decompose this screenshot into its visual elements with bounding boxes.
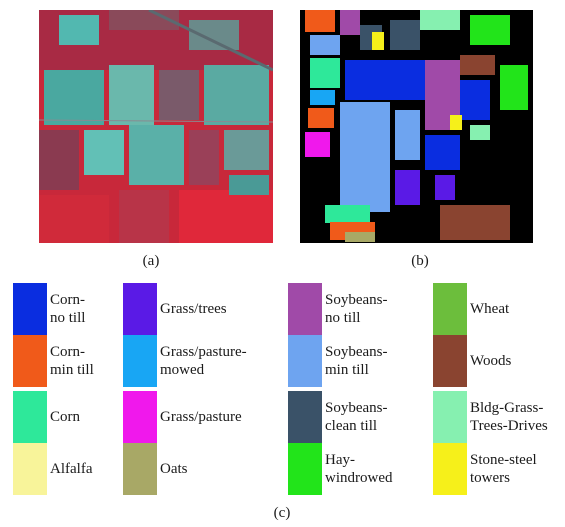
- legend-swatch: [13, 391, 47, 443]
- caption-b: (b): [411, 253, 429, 269]
- legend-swatch: [288, 391, 322, 443]
- legend-swatch: [123, 443, 157, 495]
- legend-swatch: [288, 283, 322, 335]
- legend-label: Corn- min till: [50, 344, 94, 378]
- legend-label: Wheat: [470, 301, 510, 317]
- legend-label: Oats: [160, 461, 188, 477]
- caption-a: (a): [142, 253, 160, 269]
- legend-swatch: [123, 335, 157, 387]
- legend-label: Corn: [50, 409, 80, 425]
- legend-label: Soybeans- no till: [325, 292, 388, 326]
- legend-swatch: [123, 283, 157, 335]
- legend-label: Soybeans- min till: [325, 344, 388, 378]
- legend-label: Stone-steel towers: [470, 452, 537, 486]
- caption-c: (c): [273, 505, 291, 521]
- legend-swatch: [433, 443, 467, 495]
- ground-truth-map: [300, 10, 533, 243]
- legend-swatch: [433, 391, 467, 443]
- legend-label: Bldg-Grass- Trees-Drives: [470, 400, 548, 434]
- legend-label: Soybeans- clean till: [325, 400, 388, 434]
- legend-label: Grass/trees: [160, 301, 227, 317]
- legend-swatch: [433, 335, 467, 387]
- legend-label: Woods: [470, 353, 512, 369]
- legend-swatch: [288, 335, 322, 387]
- legend-swatch: [13, 335, 47, 387]
- legend-swatch: [288, 443, 322, 495]
- legend-swatch: [13, 443, 47, 495]
- legend-label: Hay- windrowed: [325, 452, 393, 486]
- legend-swatch: [13, 283, 47, 335]
- class-legend: Corn- no till Corn- min till Corn Alfalfa Gr…: [13, 283, 558, 503]
- legend-swatch: [123, 391, 157, 443]
- legend-label: Alfalfa: [50, 461, 93, 477]
- satellite-image: [39, 10, 273, 243]
- legend-label: Grass/pasture: [160, 409, 242, 425]
- legend-swatch: [433, 283, 467, 335]
- legend-label: Grass/pasture- mowed: [160, 344, 247, 378]
- legend-label: Corn- no till: [50, 292, 86, 326]
